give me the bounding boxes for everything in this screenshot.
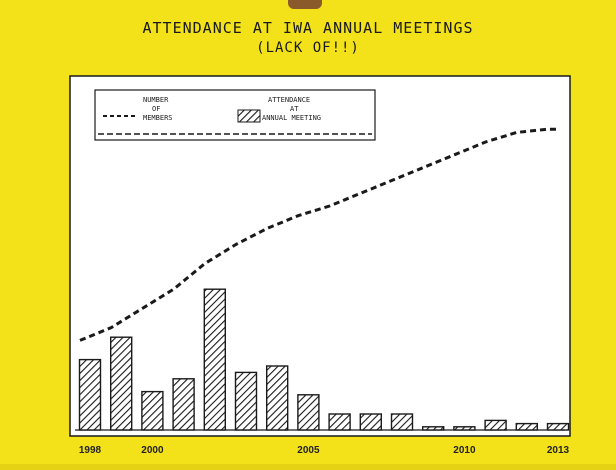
legend-attendance-line-2: AT [290,105,299,113]
x-tick-2010: 2010 [453,445,476,456]
bar-2013 [546,422,570,431]
bar-2003 [234,371,258,431]
legend-attendance-line-1: ATTENDANCE [268,96,310,104]
bar-2008 [390,413,414,431]
bar-2001 [172,378,195,431]
x-tick-2013: 2013 [547,445,570,456]
chart-subtitle: (LACK OF!!) [256,40,360,56]
legend-hatch-symbol [237,109,261,123]
bar-1999 [109,336,133,431]
bar-2007 [359,413,382,431]
bar-2004 [266,365,289,431]
bar-2009 [422,426,445,431]
bar-2002 [203,288,227,431]
legend-members-line-3: MEMBERS [143,114,173,122]
bar-2012 [515,422,538,431]
x-tick-2000: 2000 [141,445,164,456]
legend: NUMBER OF MEMBERS ATTENDANCE AT ANNUAL M… [94,89,376,141]
x-tick-1998: 1998 [79,445,102,456]
x-tick-2005: 2005 [297,445,320,456]
bar-2011 [484,419,507,431]
legend-members-line-1: NUMBER [143,96,169,104]
hanging-peg [288,0,322,9]
legend-box [94,89,376,141]
bar-2006 [328,413,351,431]
bar-series [78,288,570,431]
chart-title: ATTENDANCE AT IWA ANNUAL MEETINGS [142,19,474,37]
bar-1998 [78,358,102,431]
legend-attendance-line-3: ANNUAL MEETING [262,114,321,122]
bar-2000 [141,390,164,431]
members-line [79,127,560,342]
bar-2005 [297,394,320,431]
legend-members-line-2: OF [152,105,160,113]
x-tick-labels: 1998 2000 2005 2010 2013 [79,445,570,456]
bar-2010 [453,426,476,431]
